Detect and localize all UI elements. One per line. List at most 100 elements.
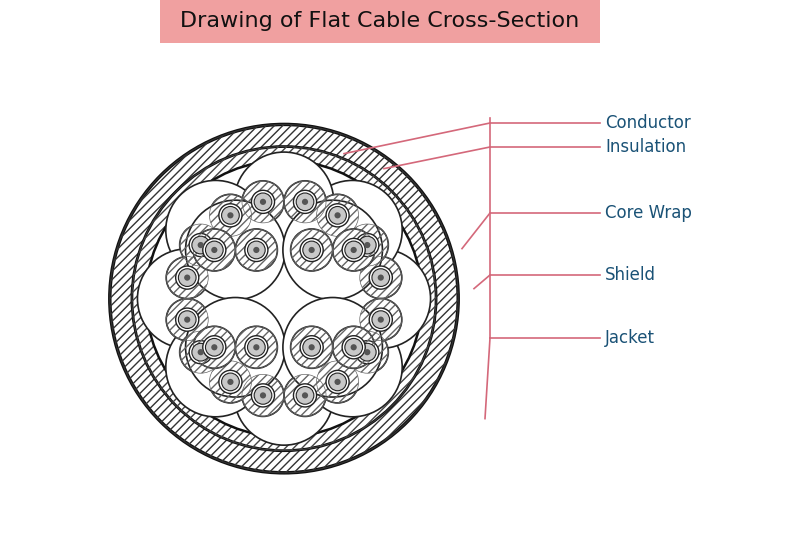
Circle shape bbox=[358, 236, 376, 254]
Text: Core Wrap: Core Wrap bbox=[605, 204, 692, 222]
Circle shape bbox=[302, 317, 402, 417]
Circle shape bbox=[178, 269, 196, 286]
Circle shape bbox=[364, 242, 370, 248]
Circle shape bbox=[302, 392, 308, 399]
Circle shape bbox=[138, 249, 237, 348]
Circle shape bbox=[234, 346, 334, 445]
Circle shape bbox=[346, 331, 388, 373]
Circle shape bbox=[333, 326, 374, 368]
Circle shape bbox=[166, 299, 208, 341]
Circle shape bbox=[192, 236, 210, 254]
Circle shape bbox=[300, 336, 323, 359]
Circle shape bbox=[302, 199, 308, 205]
Circle shape bbox=[176, 308, 198, 331]
Circle shape bbox=[176, 266, 198, 289]
Circle shape bbox=[198, 349, 204, 355]
Circle shape bbox=[254, 344, 259, 351]
Circle shape bbox=[132, 147, 436, 451]
Circle shape bbox=[294, 190, 317, 213]
Circle shape bbox=[242, 374, 284, 416]
Circle shape bbox=[186, 298, 285, 397]
Circle shape bbox=[254, 247, 259, 253]
Circle shape bbox=[166, 180, 266, 280]
Circle shape bbox=[211, 344, 218, 351]
Circle shape bbox=[334, 212, 341, 218]
Circle shape bbox=[346, 224, 388, 266]
Circle shape bbox=[110, 124, 458, 473]
Circle shape bbox=[251, 190, 274, 213]
Circle shape bbox=[378, 274, 384, 281]
Circle shape bbox=[146, 160, 422, 437]
Circle shape bbox=[234, 152, 334, 252]
Circle shape bbox=[180, 331, 222, 373]
Circle shape bbox=[329, 206, 346, 224]
Circle shape bbox=[345, 338, 362, 356]
Circle shape bbox=[358, 343, 376, 361]
Circle shape bbox=[251, 384, 274, 407]
Circle shape bbox=[283, 200, 382, 300]
Circle shape bbox=[329, 373, 346, 391]
Circle shape bbox=[378, 316, 384, 323]
Circle shape bbox=[309, 344, 314, 351]
Circle shape bbox=[290, 229, 333, 271]
Circle shape bbox=[227, 379, 234, 385]
Circle shape bbox=[210, 361, 251, 403]
FancyBboxPatch shape bbox=[160, 0, 600, 43]
Circle shape bbox=[296, 387, 314, 404]
Circle shape bbox=[184, 274, 190, 281]
Circle shape bbox=[184, 316, 190, 323]
Circle shape bbox=[350, 247, 357, 253]
Text: Shield: Shield bbox=[605, 266, 656, 284]
Circle shape bbox=[294, 384, 317, 407]
Circle shape bbox=[178, 311, 196, 328]
Circle shape bbox=[345, 241, 362, 259]
Circle shape bbox=[202, 336, 226, 359]
Circle shape bbox=[303, 241, 321, 259]
Circle shape bbox=[260, 199, 266, 205]
Circle shape bbox=[356, 341, 379, 364]
Circle shape bbox=[260, 392, 266, 399]
Circle shape bbox=[247, 241, 265, 259]
Circle shape bbox=[283, 298, 382, 397]
Circle shape bbox=[194, 326, 235, 368]
Circle shape bbox=[333, 229, 374, 271]
Circle shape bbox=[206, 241, 223, 259]
Circle shape bbox=[227, 212, 234, 218]
Circle shape bbox=[247, 338, 265, 356]
Circle shape bbox=[211, 247, 218, 253]
Circle shape bbox=[219, 204, 242, 227]
Circle shape bbox=[342, 238, 366, 262]
Circle shape bbox=[245, 238, 268, 262]
Circle shape bbox=[331, 249, 430, 348]
Circle shape bbox=[302, 180, 402, 280]
Circle shape bbox=[206, 338, 223, 356]
Circle shape bbox=[222, 206, 239, 224]
Circle shape bbox=[150, 164, 418, 433]
Circle shape bbox=[370, 308, 392, 331]
Circle shape bbox=[342, 336, 366, 359]
Circle shape bbox=[360, 257, 402, 299]
Circle shape bbox=[284, 181, 326, 223]
Circle shape bbox=[334, 379, 341, 385]
Circle shape bbox=[317, 194, 358, 236]
Circle shape bbox=[192, 343, 210, 361]
Circle shape bbox=[360, 299, 402, 341]
Circle shape bbox=[194, 229, 235, 271]
Circle shape bbox=[309, 247, 314, 253]
Circle shape bbox=[372, 269, 390, 286]
Circle shape bbox=[235, 229, 278, 271]
Circle shape bbox=[222, 373, 239, 391]
Circle shape bbox=[296, 193, 314, 211]
Circle shape bbox=[290, 326, 333, 368]
Circle shape bbox=[326, 204, 349, 227]
Text: Drawing of Flat Cable Cross-Section: Drawing of Flat Cable Cross-Section bbox=[180, 11, 580, 31]
Circle shape bbox=[166, 317, 266, 417]
Text: Jacket: Jacket bbox=[605, 329, 655, 347]
Circle shape bbox=[242, 181, 284, 223]
Circle shape bbox=[300, 238, 323, 262]
Circle shape bbox=[198, 242, 204, 248]
Circle shape bbox=[284, 374, 326, 416]
Circle shape bbox=[254, 193, 272, 211]
Circle shape bbox=[317, 361, 358, 403]
Circle shape bbox=[186, 200, 285, 300]
